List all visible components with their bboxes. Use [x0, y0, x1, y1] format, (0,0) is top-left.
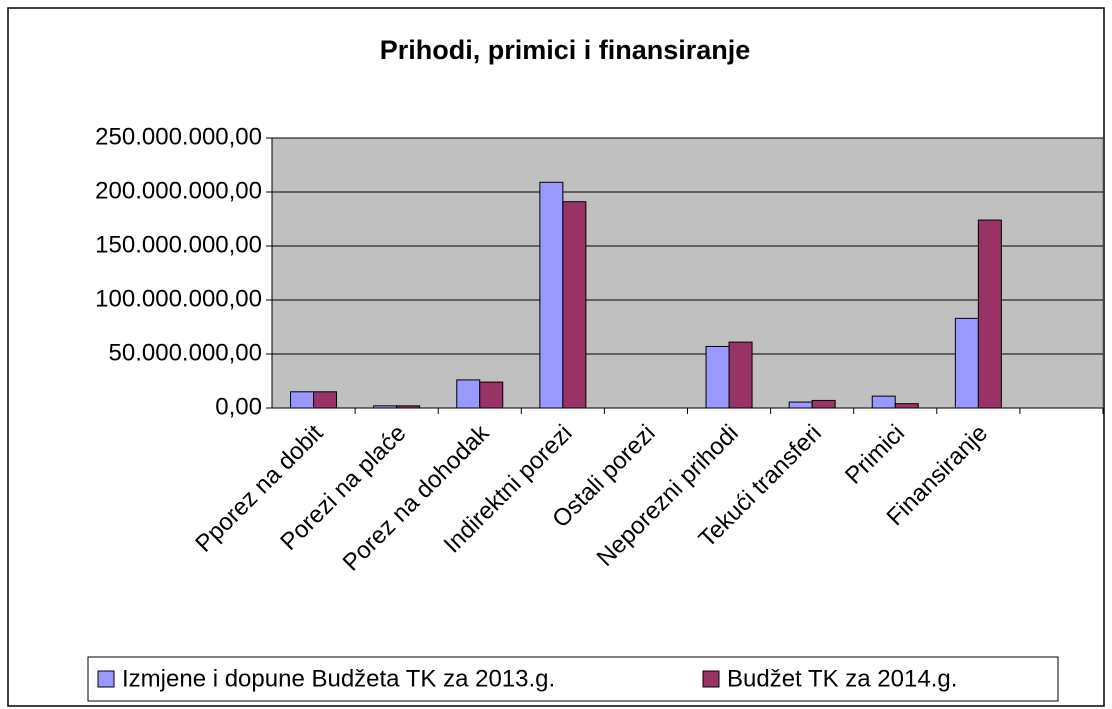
- bar: [728, 341, 753, 409]
- legend-label: Budžet TK za 2014.g.: [727, 665, 957, 692]
- bar: [954, 317, 979, 409]
- legend-swatch: [702, 670, 720, 688]
- bar: [562, 201, 587, 409]
- bar: [456, 379, 481, 409]
- bar: [396, 405, 421, 409]
- legend-label: Izmjene i dopune Budžeta TK za 2013.g.: [122, 665, 555, 692]
- bar: [290, 391, 315, 409]
- legend-box: [87, 656, 1059, 702]
- bar: [977, 219, 1002, 409]
- y-tick-label: 250.000.000,00: [95, 123, 262, 150]
- y-tick-label: 0,00: [215, 393, 262, 420]
- y-tick-label: 200.000.000,00: [95, 177, 262, 204]
- bar: [871, 395, 896, 409]
- y-tick-label: 50.000.000,00: [109, 339, 262, 366]
- bar: [788, 401, 813, 409]
- legend-swatch: [97, 670, 115, 688]
- y-tick-label: 100.000.000,00: [95, 285, 262, 312]
- y-tick-label: 150.000.000,00: [95, 231, 262, 258]
- bar: [894, 403, 919, 409]
- bar: [539, 181, 564, 409]
- bar: [479, 381, 504, 409]
- bar: [373, 405, 398, 409]
- bar: [705, 345, 730, 409]
- bar: [811, 399, 836, 409]
- bar: [313, 391, 338, 409]
- chart-title: Prihodi, primici i finansiranje: [380, 35, 751, 65]
